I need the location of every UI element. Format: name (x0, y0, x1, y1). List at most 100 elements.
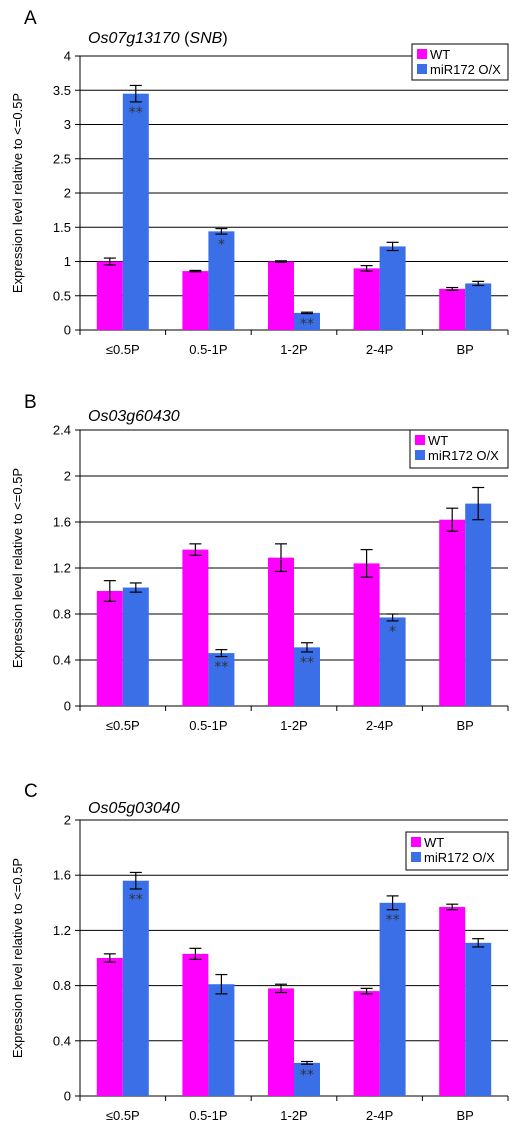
y-tick-label: 0.4 (53, 1033, 71, 1048)
bar-mir172-ox (123, 881, 149, 1096)
significance-mark: * (389, 624, 396, 640)
bar-wt (354, 991, 380, 1096)
y-tick-label: 2.5 (53, 151, 71, 166)
y-tick-label: 1.5 (53, 220, 71, 235)
bar-wt (439, 907, 465, 1096)
x-tick-label: 1-2P (280, 342, 307, 357)
bar-mir172-ox (465, 283, 491, 330)
y-tick-label: 4 (64, 49, 71, 64)
gene-name: Os07g13170 (88, 30, 180, 47)
legend-label: WT (430, 47, 450, 62)
y-tick-label: 3 (64, 117, 71, 132)
bar-wt (268, 558, 294, 706)
x-tick-label: 0.5-1P (189, 718, 227, 733)
bar-wt (182, 550, 208, 706)
y-tick-label: 0 (64, 1089, 71, 1104)
bar-mir172-ox (208, 984, 234, 1096)
chart-panel-b: B Os03g60430 0 0.4 0.8 1.2 1.6 2 2.4 Expression l… (10, 392, 508, 733)
significance-mark: ** (300, 1067, 314, 1083)
legend-swatch (417, 49, 427, 59)
gene-alias: SNB (189, 30, 222, 47)
y-tick-label: 0.4 (53, 653, 71, 668)
bar-wt (439, 520, 465, 706)
legend-label: WT (428, 433, 448, 448)
bar-wt (97, 262, 123, 331)
y-axis-label: Expression level relative to <=0.5P (10, 93, 25, 293)
x-tick-label: 0.5-1P (189, 1108, 227, 1123)
y-tick-label: 0 (64, 699, 71, 714)
legend-label: miR172 O/X (430, 62, 501, 77)
y-axis-label: Expression level relative to <=0.5P (10, 468, 25, 668)
bar-wt (354, 268, 380, 330)
panel-letter: B (24, 392, 37, 413)
significance-mark: ** (129, 105, 143, 121)
bar-mir172-ox (380, 246, 406, 330)
bar-wt (182, 954, 208, 1096)
chart-panel-a: A Os07g13170 (SNB) 0 0.5 1 1.5 2 2.5 3 3.5 4 Expres… (10, 8, 508, 357)
x-tick-label: 2-4P (366, 718, 393, 733)
y-tick-label: 1.2 (53, 923, 71, 938)
x-tick-label: 2-4P (366, 342, 393, 357)
x-tick-label: BP (457, 342, 474, 357)
y-tick-label: 2.4 (53, 423, 71, 438)
legend-swatch (411, 852, 421, 862)
chart-title: Os03g60430 (88, 408, 180, 425)
chart-title: Os07g13170 (SNB) (88, 30, 228, 47)
y-tick-label: 2 (64, 813, 71, 828)
bar-mir172-ox (123, 94, 149, 330)
chart-title: Os05g03040 (88, 800, 180, 817)
x-tick-label: ≤0.5P (106, 342, 140, 357)
gene-name: Os05g03040 (88, 800, 180, 817)
y-tick-label: 0.8 (53, 978, 71, 993)
y-tick-label: 2 (64, 469, 71, 484)
y-tick-label: 0.8 (53, 607, 71, 622)
bar-mir172-ox (380, 903, 406, 1096)
x-tick-label: BP (457, 1108, 474, 1123)
y-axis-label: Expression level relative to <=0.5P (10, 858, 25, 1058)
y-tick-label: 1 (64, 254, 71, 269)
bar-wt (268, 262, 294, 331)
legend-swatch (415, 450, 425, 460)
legend-swatch (411, 837, 421, 847)
x-tick-label: 2-4P (366, 1108, 393, 1123)
x-tick-label: ≤0.5P (106, 718, 140, 733)
legend-swatch (417, 64, 427, 74)
panel-letter: A (24, 8, 37, 29)
bar-mir172-ox (123, 588, 149, 706)
significance-mark: ** (300, 317, 314, 333)
panel-letter: C (24, 781, 38, 802)
significance-mark: ** (386, 913, 400, 929)
x-tick-label: 1-2P (280, 1108, 307, 1123)
x-tick-label: 1-2P (280, 718, 307, 733)
y-tick-label: 1.6 (53, 868, 71, 883)
bar-wt (182, 271, 208, 330)
y-tick-label: 1.6 (53, 515, 71, 530)
y-tick-label: 0.5 (53, 288, 71, 303)
title-paren: ) (222, 30, 227, 47)
significance-mark: ** (300, 655, 314, 671)
gene-name: Os03g60430 (88, 408, 180, 425)
y-tick-label: 3.5 (53, 83, 71, 98)
bar-wt (97, 958, 123, 1096)
bar-mir172-ox (465, 504, 491, 706)
bar-wt (354, 563, 380, 706)
significance-mark: * (218, 237, 225, 253)
legend-label: WT (424, 835, 444, 850)
y-tick-label: 0 (64, 323, 71, 338)
x-tick-label: ≤0.5P (106, 1108, 140, 1123)
significance-mark: ** (129, 892, 143, 908)
x-tick-label: 0.5-1P (189, 342, 227, 357)
legend-label: miR172 O/X (424, 850, 495, 865)
y-tick-label: 1.2 (53, 561, 71, 576)
bar-wt (268, 988, 294, 1096)
y-tick-label: 2 (64, 186, 71, 201)
significance-mark: ** (214, 660, 228, 676)
x-tick-label: BP (457, 718, 474, 733)
bar-mir172-ox (465, 943, 491, 1096)
bar-wt (97, 591, 123, 706)
bar-wt (439, 289, 465, 330)
legend-swatch (415, 435, 425, 445)
